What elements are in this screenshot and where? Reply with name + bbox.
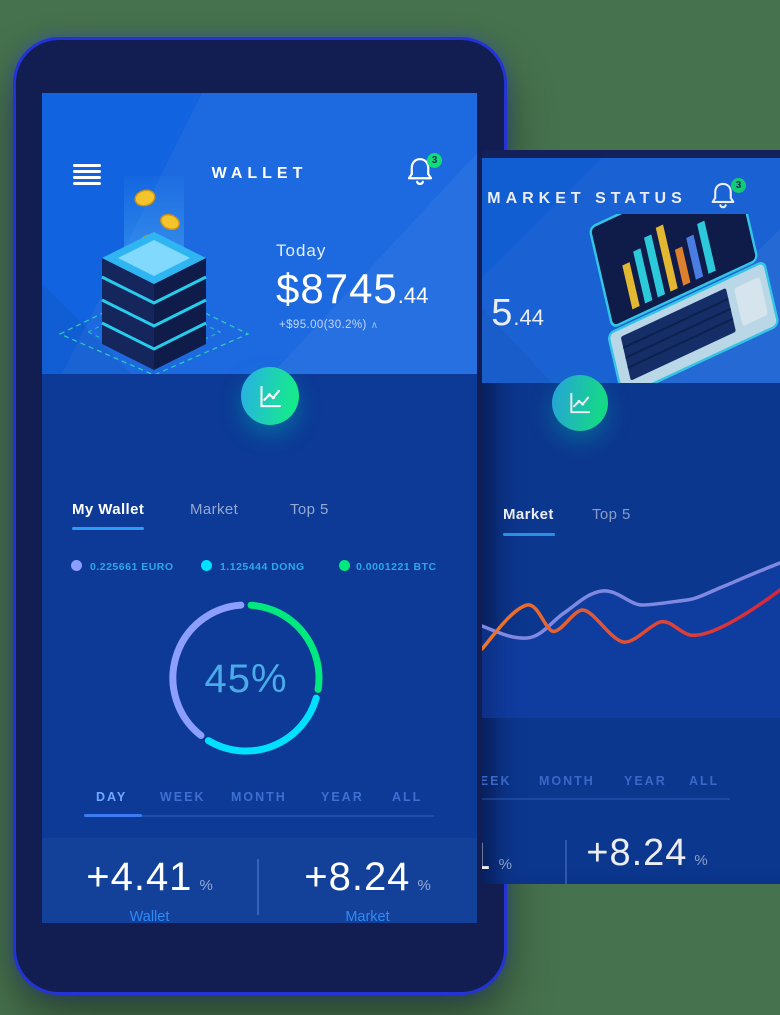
back-period-all[interactable]: ALL	[689, 774, 720, 788]
front-header: WALLET 3	[42, 93, 477, 374]
tab-market[interactable]: Market	[190, 501, 239, 518]
donut-percent-label: 45%	[204, 657, 287, 701]
period-track-active	[84, 814, 142, 817]
period-track	[84, 815, 434, 817]
back-stat-left-fragment: 1 %	[482, 836, 512, 878]
laptop-illustration	[589, 214, 779, 383]
back-period-week[interactable]: WEEK	[482, 774, 512, 788]
legend-dot-dong	[201, 560, 212, 571]
back-stat-market: +8.24 % Market	[586, 832, 708, 874]
back-header: MARKET STATUS 3	[482, 158, 780, 383]
back-tab-market[interactable]: Market	[503, 506, 554, 523]
legend-dot-btc	[339, 560, 350, 571]
today-label: Today	[276, 241, 327, 260]
period-year[interactable]: YEAR	[321, 790, 364, 804]
period-all[interactable]: ALL	[392, 790, 423, 804]
back-tab-top5[interactable]: Top 5	[592, 506, 631, 523]
back-page-title: MARKET STATUS	[487, 190, 687, 207]
tab-my-wallet[interactable]: My Wallet	[72, 501, 145, 518]
chart-fab-button[interactable]	[241, 367, 299, 425]
page-title: WALLET	[211, 165, 308, 182]
hamburger-menu-icon[interactable]	[73, 164, 101, 185]
balance-amount: $8745 .44	[276, 265, 429, 312]
balance-change-toggle[interactable]: +$95.00(30.2%) ∧	[279, 319, 379, 331]
back-notification-bell-button[interactable]: 3	[708, 178, 746, 216]
stat-wallet-label: Wallet	[129, 909, 170, 923]
tab-underline	[72, 527, 144, 530]
legend-dot-euro	[71, 560, 82, 571]
back-balance-amount: 5 .44	[491, 292, 544, 334]
back-phone: MARKET STATUS 3	[482, 150, 780, 884]
back-phone-screen: MARKET STATUS 3	[482, 158, 780, 884]
tab-top5[interactable]: Top 5	[290, 501, 329, 518]
bell-icon	[711, 182, 735, 209]
stat-wallet: +4.41 % Wallet	[42, 855, 257, 923]
back-period-year[interactable]: YEAR	[624, 774, 667, 788]
back-notification-badge: 3	[731, 178, 746, 193]
notification-bell-button[interactable]: 3	[404, 153, 442, 191]
back-period-month[interactable]: MONTH	[539, 774, 595, 788]
period-day[interactable]: DAY	[96, 790, 128, 804]
back-tab-underline	[503, 533, 555, 536]
legend-item-euro: 0.225661 EURO	[90, 561, 174, 573]
back-period-track	[482, 798, 730, 800]
chart-line-icon	[259, 385, 281, 407]
legend-item-dong: 1.125444 DONG	[220, 561, 305, 573]
market-line-chart	[482, 561, 780, 718]
bell-icon	[407, 158, 433, 186]
stat-market: +8.24 % Market	[258, 855, 477, 923]
stats-divider	[257, 859, 259, 915]
donut-chart: 45%	[169, 601, 323, 755]
chevron-up-icon: ∧	[370, 320, 379, 331]
back-stats-divider	[565, 840, 567, 884]
notification-badge: 3	[427, 153, 442, 168]
wallet-vault-illustration	[58, 176, 250, 374]
period-month[interactable]: MONTH	[231, 790, 287, 804]
chart-line-icon	[570, 392, 591, 414]
period-week[interactable]: WEEK	[160, 790, 206, 804]
front-phone-screen: WALLET 3	[42, 93, 477, 923]
back-chart-fab-button[interactable]	[552, 375, 608, 431]
legend-item-btc: 0.0001221 BTC	[356, 561, 437, 573]
stat-market-label: Market	[345, 909, 390, 923]
